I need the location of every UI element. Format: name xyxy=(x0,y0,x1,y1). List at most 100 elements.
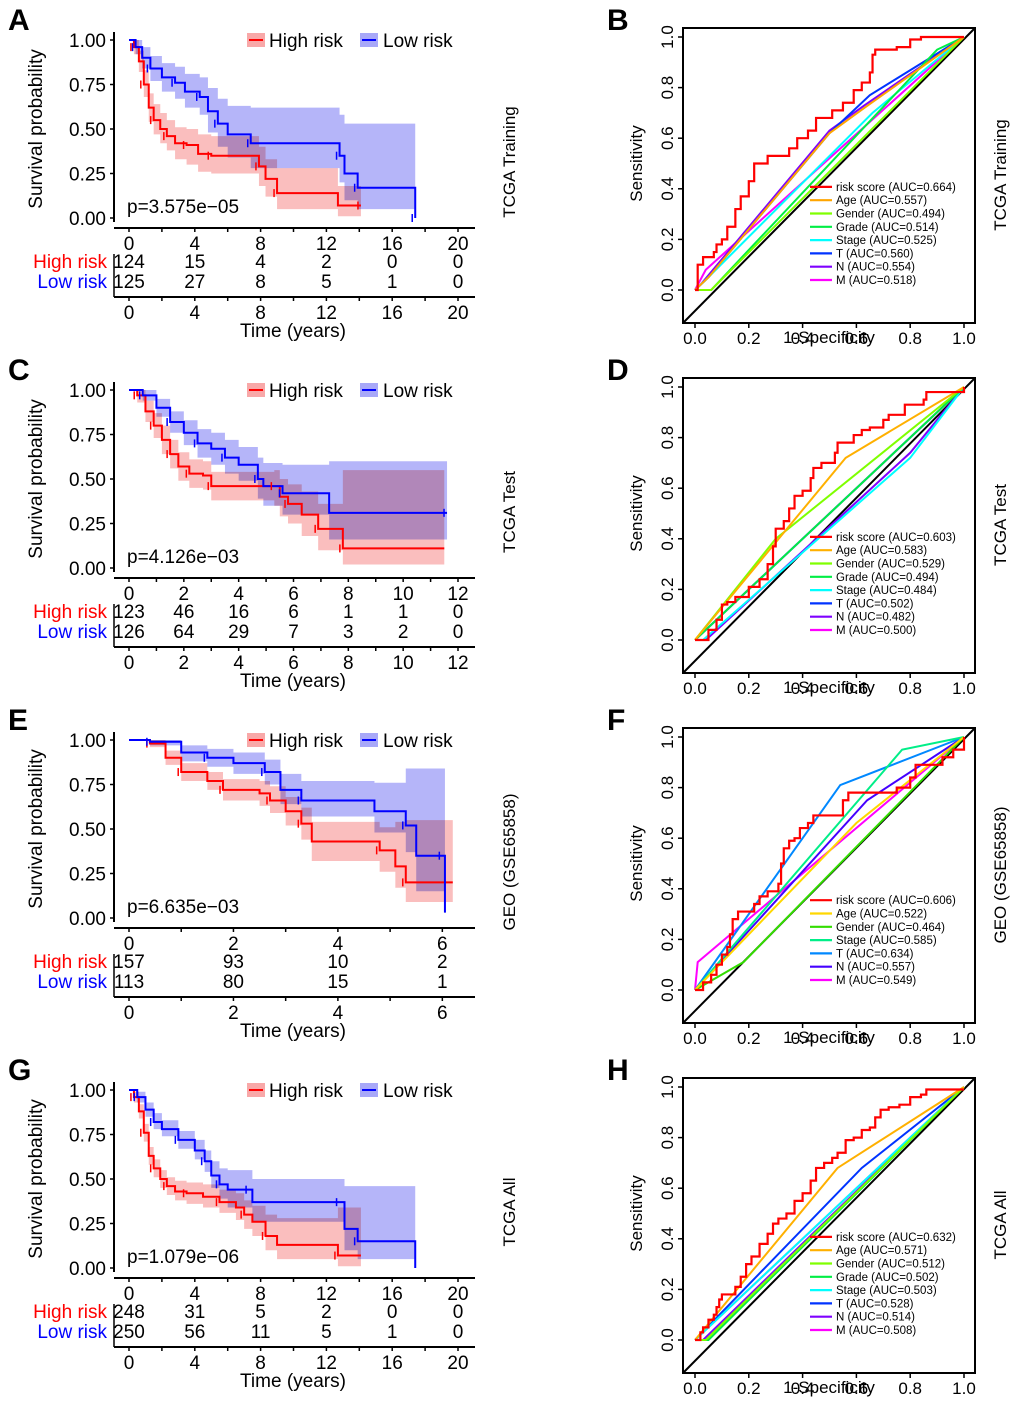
x-tick-label: 0.2 xyxy=(737,679,761,698)
risk-table-count: 126 xyxy=(113,622,145,643)
y-tick-label: 0.8 xyxy=(658,776,677,800)
legend-label: N (AUC=0.554) xyxy=(836,262,915,274)
y-tick-label: 0.00 xyxy=(69,209,106,230)
legend-label: risk score (AUC=0.603) xyxy=(836,532,956,544)
roc-panel-b: B 0.0 0.2 0.4 0.6 0.8 1.0 Sensitivity 0.0 0.2 0.4 0… xyxy=(607,4,1010,348)
roc-curve xyxy=(694,736,965,991)
y-tick-label: 1.00 xyxy=(69,1081,106,1102)
legend-label: T (AUC=0.634) xyxy=(836,948,914,960)
ci-band-high-risk xyxy=(129,1090,361,1267)
risk-table-count: 2 xyxy=(321,252,332,273)
risk-table-count: 0 xyxy=(453,602,464,623)
risk-table-x-tick-label: 0 xyxy=(124,1353,135,1374)
x-tick-label: 2 xyxy=(228,934,239,955)
x-tick-label: 0.0 xyxy=(683,1379,707,1398)
x-tick-label: 8 xyxy=(255,1284,266,1305)
km-curve-low-risk xyxy=(129,389,448,514)
legend-label-low-risk: Low risk xyxy=(383,1081,453,1102)
roc-curve xyxy=(694,1086,965,1341)
x-tick-label: 0.2 xyxy=(737,329,761,348)
y-tick-label: 1.0 xyxy=(658,725,677,749)
risk-table-count: 1 xyxy=(387,272,398,293)
ci-band-low-risk xyxy=(129,740,445,913)
panel-letter: B xyxy=(607,4,629,37)
risk-table-count: 93 xyxy=(223,952,244,973)
y-tick-label: 0.25 xyxy=(69,865,106,886)
y-axis-label: Sensitivity xyxy=(627,475,646,552)
risk-table-row-label: Low risk xyxy=(37,622,107,643)
roc-curve xyxy=(694,736,965,991)
x-tick-label: 1.0 xyxy=(952,1029,976,1048)
legend-label: Age (AUC=0.583) xyxy=(836,545,927,557)
x-axis-label: 1-Specificity xyxy=(783,1028,875,1047)
risk-table-row-label: High risk xyxy=(33,252,107,273)
risk-table-count: 0 xyxy=(453,272,464,293)
risk-table-row-label: Low risk xyxy=(37,972,107,993)
risk-table-count: 46 xyxy=(173,602,194,623)
ci-band-high-risk xyxy=(129,40,361,217)
km-curve-high-risk xyxy=(129,39,361,207)
x-tick-label: 12 xyxy=(316,1284,337,1305)
legend-label: Gender (AUC=0.512) xyxy=(836,1259,945,1271)
roc-panel-f: F 0.0 0.2 0.4 0.6 0.8 1.0 Sensitivity 0.0 0.2 0.4 0… xyxy=(607,704,1010,1048)
risk-table-x-tick-label: 20 xyxy=(447,303,468,324)
x-tick-label: 0.6 xyxy=(845,1379,869,1398)
y-tick-label: 1.00 xyxy=(69,31,106,52)
x-tick-label: 0.0 xyxy=(683,1029,707,1048)
legend-label: Age (AUC=0.571) xyxy=(836,1245,927,1257)
x-tick-label: 16 xyxy=(382,234,403,255)
legend-label: Grade (AUC=0.502) xyxy=(836,1272,939,1284)
risk-table-row-label: High risk xyxy=(33,1302,107,1323)
x-tick-label: 0.0 xyxy=(683,679,707,698)
risk-table-x-tick-label: 0 xyxy=(124,1003,135,1024)
legend-label: M (AUC=0.518) xyxy=(836,275,916,287)
risk-table-count: 3 xyxy=(343,622,354,643)
y-tick-label: 0.0 xyxy=(658,628,677,652)
risk-table-count: 248 xyxy=(113,1302,145,1323)
reference-diagonal xyxy=(682,27,976,324)
legend: High risk Low risk xyxy=(247,1081,453,1102)
risk-table-count: 0 xyxy=(387,252,398,273)
risk-table-count: 29 xyxy=(228,622,249,643)
x-tick-label: 1.0 xyxy=(952,1379,976,1398)
risk-table-row-label: High risk xyxy=(33,602,107,623)
risk-table-x-tick-label: 4 xyxy=(233,653,244,674)
risk-table-x-tick-label: 2 xyxy=(228,1003,239,1024)
cohort-label: TCGA Test xyxy=(500,471,519,553)
legend: High risk Low risk xyxy=(247,381,453,402)
x-tick-label: 4 xyxy=(233,584,244,605)
panel-letter: G xyxy=(8,1054,31,1087)
y-axis-label: Survival probability xyxy=(26,399,47,559)
legend-label: N (AUC=0.482) xyxy=(836,612,915,624)
roc-curve xyxy=(694,386,965,641)
legend-label: M (AUC=0.500) xyxy=(836,625,916,637)
risk-table-count: 11 xyxy=(251,1322,271,1343)
risk-table-x-tick-label: 10 xyxy=(393,653,414,674)
y-tick-label: 0.0 xyxy=(658,278,677,302)
legend-label-low-risk: Low risk xyxy=(383,381,453,402)
km-curve-low-risk xyxy=(129,739,446,913)
risk-table-x-tick-label: 8 xyxy=(255,1353,266,1374)
y-tick-label: 0.8 xyxy=(658,76,677,100)
panel-letter: E xyxy=(8,704,28,737)
risk-table-row-label: Low risk xyxy=(37,1322,107,1343)
p-value: p=3.575e−05 xyxy=(127,197,239,218)
x-tick-label: 10 xyxy=(393,584,414,605)
y-tick-label: 0.6 xyxy=(658,126,677,150)
legend: High risk Low risk xyxy=(247,31,453,52)
risk-table-x-tick-label: 6 xyxy=(288,653,299,674)
risk-table-x-tick-label: 6 xyxy=(437,1003,448,1024)
km-curve-low-risk xyxy=(129,39,417,218)
legend-label: Gender (AUC=0.529) xyxy=(836,559,945,571)
risk-table-row-label: Low risk xyxy=(37,272,107,293)
roc-panel-d: D 0.0 0.2 0.4 0.6 0.8 1.0 Sensitivity 0.0 0.2 0.4 0… xyxy=(607,354,1010,698)
roc-curve xyxy=(695,36,965,291)
legend-label: Stage (AUC=0.484) xyxy=(836,585,937,597)
x-tick-label: 2 xyxy=(179,584,190,605)
km-curve-high-risk xyxy=(129,389,445,550)
x-axis-label: Time (years) xyxy=(240,321,346,342)
y-tick-label: 0.6 xyxy=(658,476,677,500)
y-tick-label: 1.0 xyxy=(658,25,677,49)
risk-table-x-tick-label: 2 xyxy=(179,653,190,674)
risk-table-count: 157 xyxy=(113,952,145,973)
